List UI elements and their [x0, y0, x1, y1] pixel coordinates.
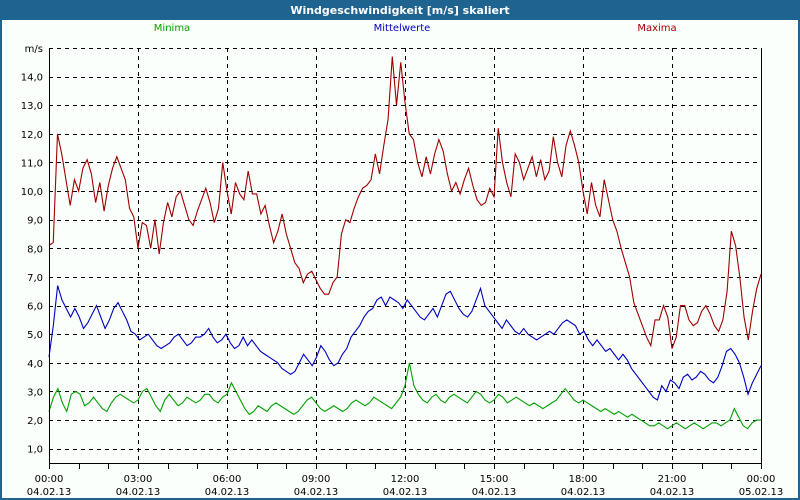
series-line-minima [48, 362, 761, 430]
x-axis-time-label: 09:00 [302, 474, 331, 485]
x-axis-date-label: 04.02.13 [294, 487, 339, 498]
legend-item-maxima: Maxima [637, 23, 677, 34]
y-axis-tick-label: 5,0 [27, 330, 43, 341]
y-axis-tick-label: 12,0 [21, 130, 43, 141]
x-axis-date-label: 04.02.13 [27, 487, 72, 498]
y-axis-tick-label: 3,0 [27, 387, 43, 398]
x-axis-time-label: 03:00 [124, 474, 153, 485]
y-axis-tick-label: 10,0 [21, 187, 43, 198]
y-axis-labels: m/s 14,0 13,0 12,0 11,0 10,0 9,0 8,0 7,0 6,0 5,0 4,… [21, 44, 43, 456]
x-axis-time-label: 12:00 [391, 474, 420, 485]
x-axis-date-label: 04.02.13 [383, 487, 428, 498]
x-axis-date-label: 05.02.13 [739, 487, 784, 498]
series-layer [48, 56, 762, 430]
x-axis-time-label: 00:00 [747, 474, 776, 485]
y-axis-tick-label: 13,0 [21, 101, 43, 112]
y-axis-tick-label: 1,0 [27, 445, 43, 456]
x-axis-date-label: 04.02.13 [472, 487, 517, 498]
y-axis-tick-label: 8,0 [27, 244, 43, 255]
y-axis-tick-label: 7,0 [27, 273, 43, 284]
x-axis-time-label: 21:00 [658, 474, 687, 485]
y-axis-unit-label: m/s [25, 44, 43, 55]
x-axis-time-label: 00:00 [35, 474, 64, 485]
grid-layer [49, 48, 761, 463]
y-axis-tick-label: 2,0 [27, 416, 43, 427]
legend-item-mittelwerte: Mittelwerte [373, 23, 431, 34]
y-axis-tick-label: 9,0 [27, 216, 43, 227]
y-axis-tick-label: 6,0 [27, 302, 43, 313]
y-axis-tick-label: 11,0 [21, 158, 43, 169]
x-axis-time-label: 06:00 [213, 474, 242, 485]
chart-legend: Minima Mittelwerte Maxima [2, 20, 798, 38]
plot-area: m/s 14,0 13,0 12,0 11,0 10,0 9,0 8,0 7,0 6,0 5,0 4,… [2, 38, 798, 498]
x-axis-date-label: 04.02.13 [205, 487, 250, 498]
y-axis-tick-label: 4,0 [27, 359, 43, 370]
series-line-mittelwerte [48, 285, 762, 401]
legend-item-minima: Minima [153, 23, 191, 34]
wind-speed-line-chart: m/s 14,0 13,0 12,0 11,0 10,0 9,0 8,0 7,0 6,0 5,0 4,… [21, 44, 784, 498]
y-axis-tick-label: 14,0 [21, 73, 43, 84]
x-axis-date-label: 04.02.13 [650, 487, 695, 498]
axes-layer [49, 48, 762, 469]
x-axis-labels: 00:00 04.02.13 03:00 04.02.13 06:00 04.02.13 0… [27, 474, 784, 498]
window-title: Windgeschwindigkeit [m/s] skaliert [2, 2, 798, 20]
x-axis-time-label: 15:00 [480, 474, 509, 485]
series-line-maxima [48, 56, 762, 349]
x-axis-date-label: 04.02.13 [561, 487, 606, 498]
x-axis-time-label: 18:00 [569, 474, 598, 485]
x-axis-date-label: 04.02.13 [116, 487, 161, 498]
